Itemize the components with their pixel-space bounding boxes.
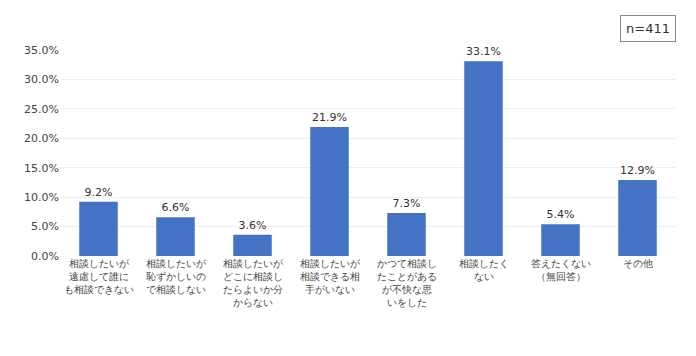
svg-text:答えたくない（無回答）: 答えたくない（無回答）: [531, 258, 591, 282]
svg-text:25.0%: 25.0%: [24, 103, 59, 116]
svg-text:相談したいが恥ずかしいので相談しない: 相談したいが恥ずかしいので相談しない: [146, 258, 207, 295]
svg-text:15.0%: 15.0%: [24, 162, 59, 175]
svg-text:6.6%: 6.6%: [162, 201, 190, 214]
svg-text:相談したくない: 相談したくない: [459, 258, 509, 282]
svg-text:21.9%: 21.9%: [312, 111, 347, 124]
svg-text:n=411: n=411: [626, 21, 670, 36]
svg-text:相談したいが遠慮して誰にも相談できない: 相談したいが遠慮して誰にも相談できない: [64, 258, 134, 295]
svg-text:35.0%: 35.0%: [24, 44, 59, 57]
svg-text:12.9%: 12.9%: [620, 164, 655, 177]
svg-text:相談したいがどこに相談したらよいか分からない: 相談したいがどこに相談したらよいか分からない: [223, 258, 284, 308]
svg-text:33.1%: 33.1%: [466, 45, 501, 58]
svg-text:10.0%: 10.0%: [24, 191, 59, 204]
svg-text:30.0%: 30.0%: [24, 73, 59, 86]
svg-text:0.0%: 0.0%: [31, 250, 59, 263]
svg-text:かつて相談したことがあるが不快な思いをした: かつて相談したことがあるが不快な思いをした: [377, 258, 437, 308]
svg-text:5.4%: 5.4%: [547, 208, 575, 221]
svg-text:7.3%: 7.3%: [393, 197, 421, 210]
svg-text:3.6%: 3.6%: [239, 219, 267, 232]
svg-text:相談したいが相談できる相手がいない: 相談したいが相談できる相手がいない: [300, 258, 361, 295]
svg-text:5.0%: 5.0%: [31, 220, 59, 233]
svg-text:その他: その他: [623, 258, 653, 269]
svg-text:9.2%: 9.2%: [85, 186, 113, 199]
svg-text:20.0%: 20.0%: [24, 132, 59, 145]
